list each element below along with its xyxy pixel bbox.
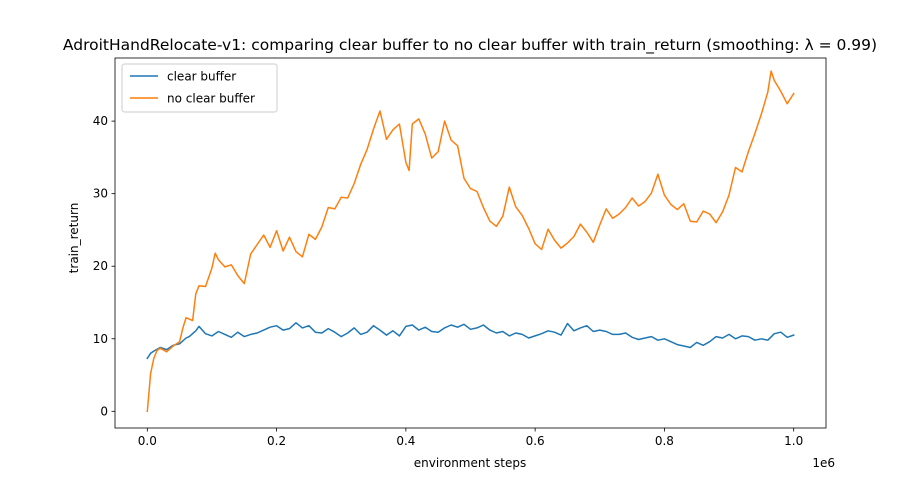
- plot-area: 0.0 0.2 0.4 0.6 0.8 1.0 0 10 20 30 40 clear buffer n…: [93, 57, 827, 448]
- x-tick-label: 0.8: [655, 434, 674, 448]
- y-tick-label: 30: [93, 187, 108, 201]
- y-tick-label: 0: [100, 404, 108, 418]
- x-tick-label: 0.0: [138, 434, 157, 448]
- legend-label-no-clear-buffer: no clear buffer: [167, 92, 255, 106]
- y-axis-title: train_return: [67, 203, 81, 274]
- y-tick-label: 10: [93, 332, 108, 346]
- x-axis-title: environment steps: [414, 456, 526, 470]
- x-tick-label: 0.6: [526, 434, 545, 448]
- x-tick-label: 0.2: [267, 434, 286, 448]
- x-tick-label: 1.0: [784, 434, 803, 448]
- series-line-no-clear-buffer: [146, 70, 795, 413]
- y-tick-label: 40: [93, 114, 108, 128]
- legend-label-clear-buffer: clear buffer: [167, 70, 236, 84]
- chart-title: AdroitHandRelocate-v1: comparing clear b…: [63, 36, 877, 55]
- x-tick-label: 0.4: [396, 434, 415, 448]
- axes-frame: [114, 57, 827, 429]
- legend-box: [121, 63, 278, 113]
- x-axis-offset-label: 1e6: [812, 456, 835, 470]
- series-line-clear-buffer: [146, 322, 795, 360]
- y-tick-label: 20: [93, 259, 108, 273]
